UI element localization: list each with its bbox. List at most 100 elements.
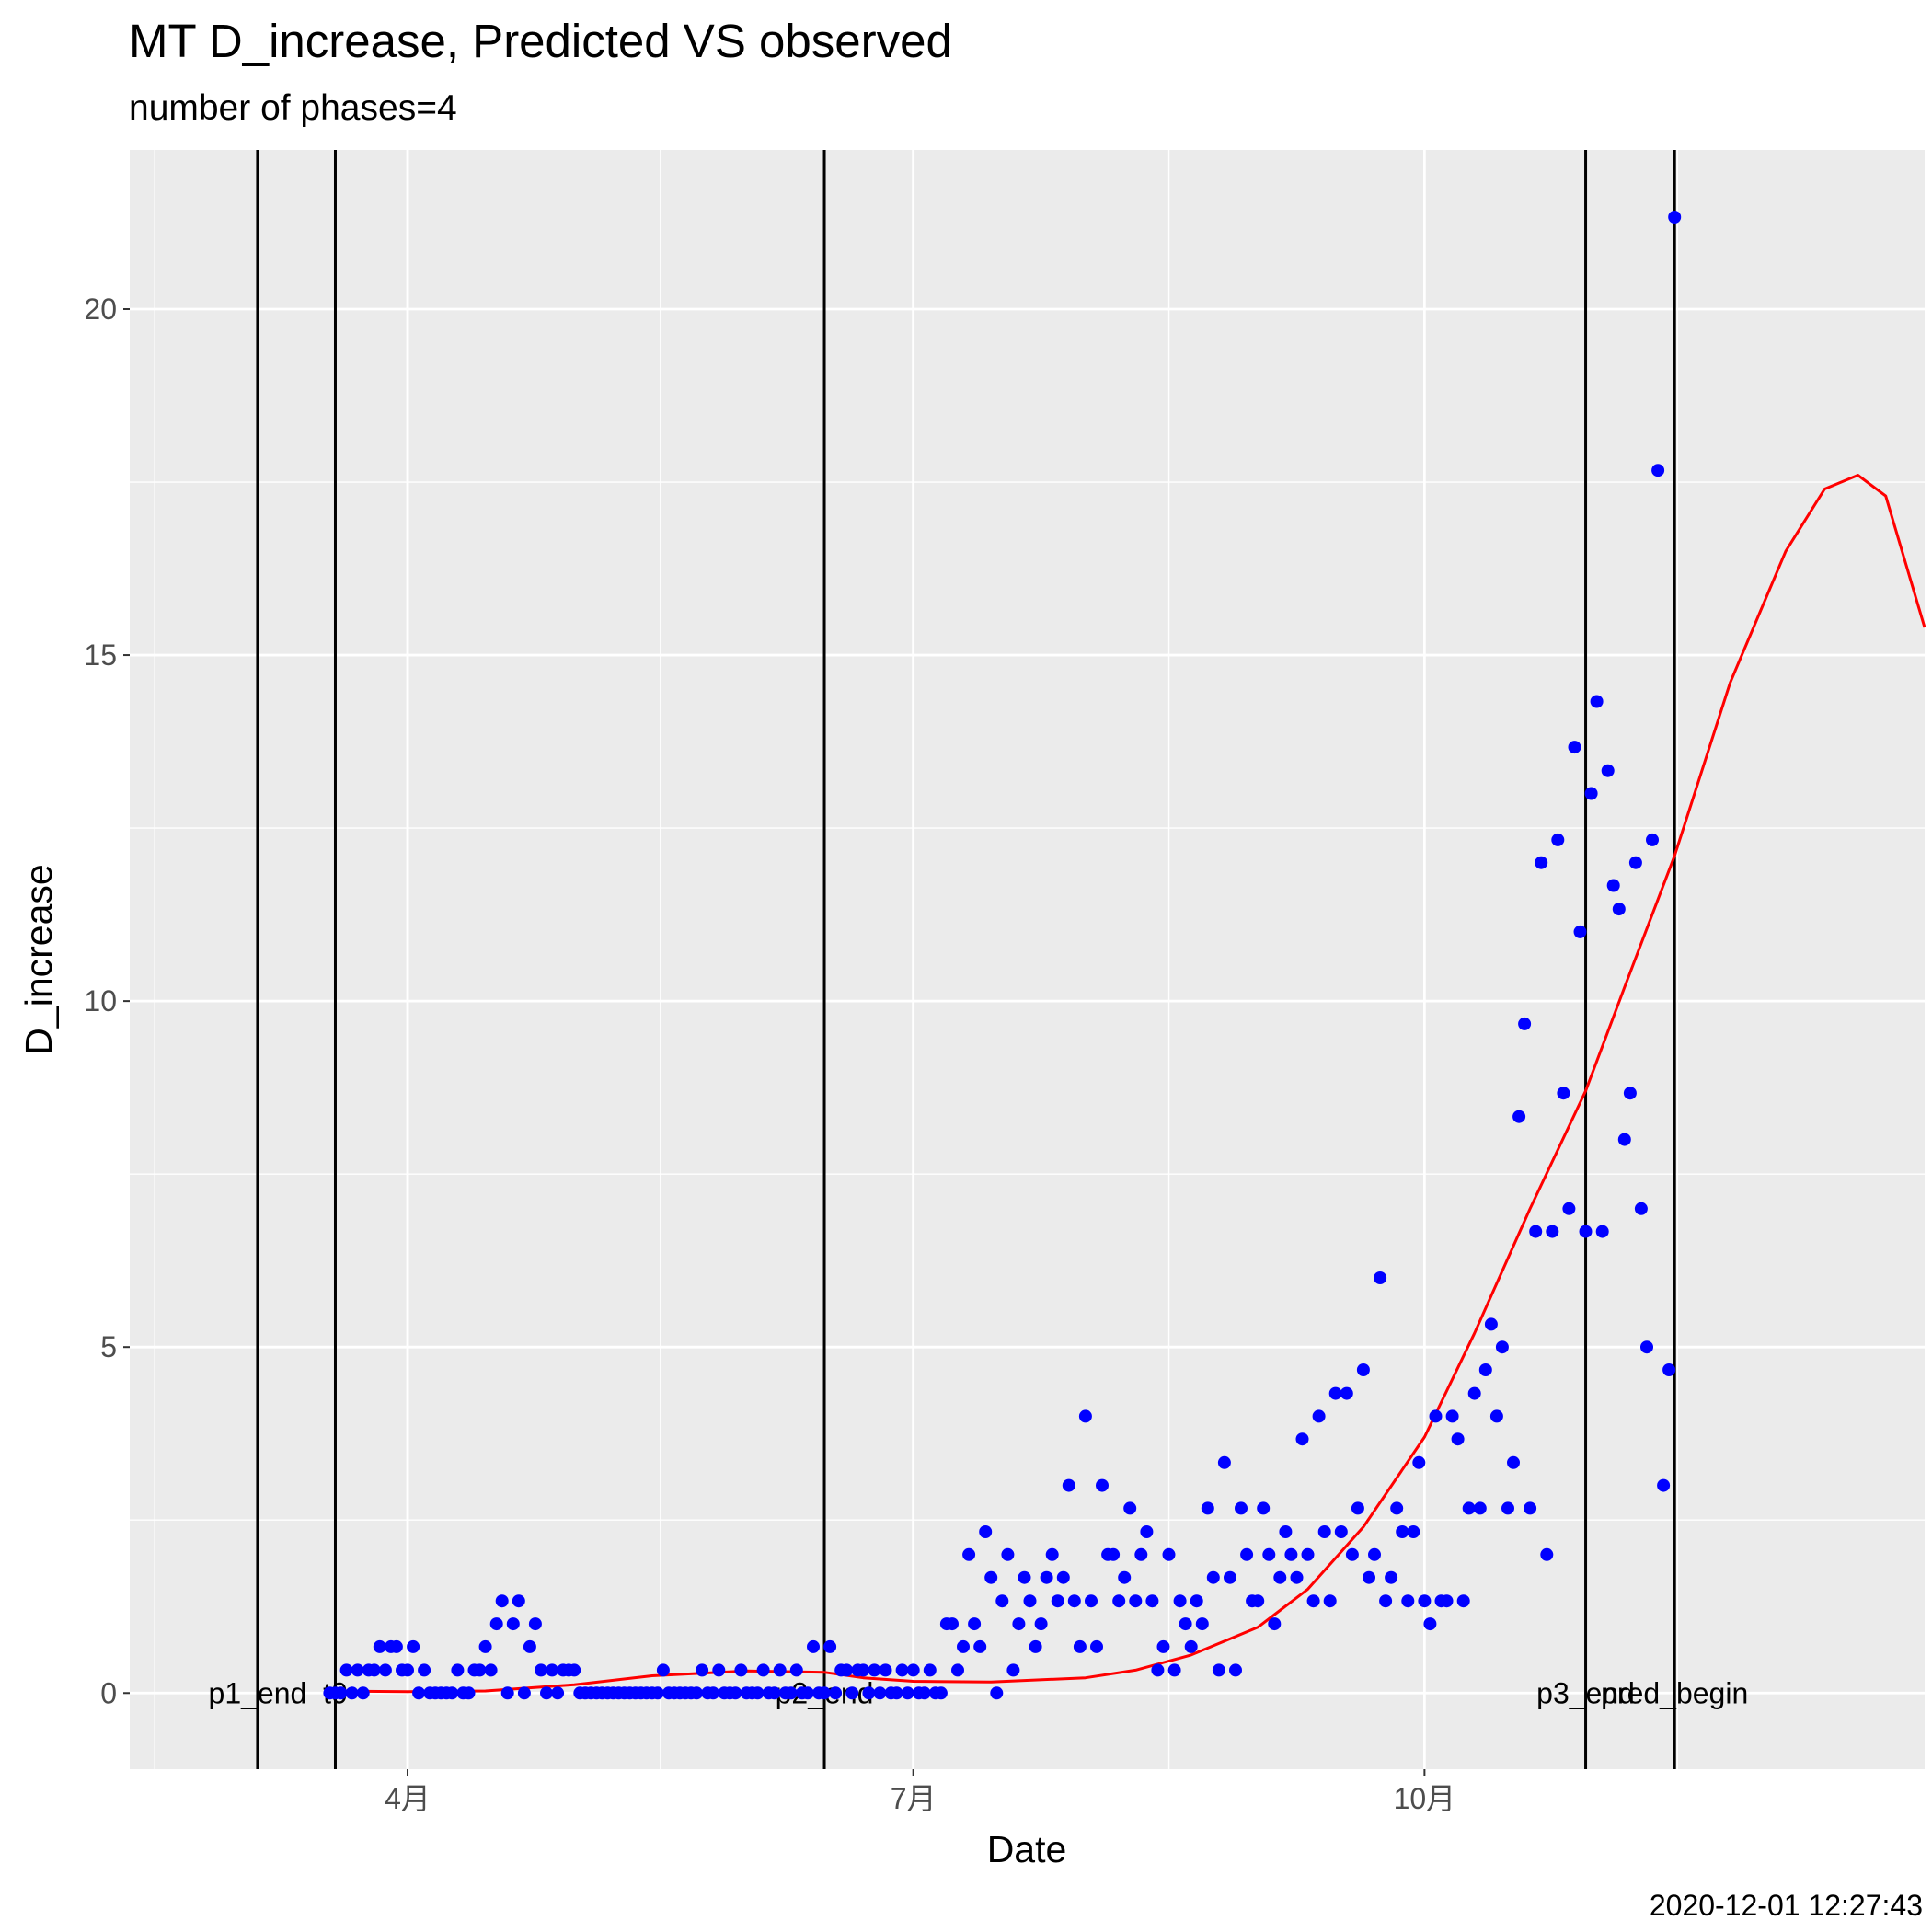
observed-point	[389, 1639, 403, 1653]
observed-point	[1162, 1547, 1176, 1561]
observed-point	[906, 1663, 920, 1677]
observed-point	[551, 1686, 565, 1700]
observed-point	[1546, 1225, 1559, 1238]
observed-point	[418, 1663, 431, 1677]
observed-point	[1518, 1017, 1532, 1030]
observed-point	[1401, 1594, 1415, 1608]
observed-point	[500, 1686, 514, 1700]
observed-point	[1145, 1594, 1159, 1608]
observed-point	[1456, 1594, 1470, 1608]
observed-point	[1257, 1501, 1271, 1515]
observed-point	[1484, 1317, 1498, 1331]
observed-point	[345, 1686, 359, 1700]
observed-point	[807, 1639, 820, 1653]
x-tick-label: 10月	[1394, 1782, 1456, 1815]
observed-point	[650, 1686, 664, 1700]
observed-point	[568, 1663, 581, 1677]
observed-point	[1535, 856, 1548, 869]
observed-point	[1407, 1525, 1420, 1538]
observed-point	[1179, 1617, 1192, 1631]
observed-point	[1478, 1363, 1492, 1376]
observed-point	[1440, 1594, 1454, 1608]
observed-point	[1507, 1455, 1520, 1469]
observed-point	[1312, 1409, 1326, 1423]
observed-point	[923, 1663, 937, 1677]
observed-point	[1595, 1225, 1609, 1238]
observed-point	[784, 1686, 798, 1700]
chart-title: MT D_increase, Predicted VS observed	[129, 15, 952, 67]
phase-line-label: p3_end	[1536, 1676, 1635, 1709]
observed-point	[1606, 879, 1620, 892]
observed-point	[873, 1686, 887, 1700]
observed-point	[540, 1686, 553, 1700]
observed-point	[484, 1663, 498, 1677]
observed-point	[1462, 1501, 1476, 1515]
observed-point	[1156, 1639, 1170, 1653]
observed-point	[1495, 1340, 1509, 1354]
observed-point	[512, 1594, 525, 1608]
observed-point	[1334, 1525, 1348, 1538]
observed-point	[1190, 1594, 1203, 1608]
observed-point	[1418, 1594, 1432, 1608]
y-axis-ticks: 0 5 10 15 20	[84, 293, 130, 1709]
observed-point	[1262, 1547, 1276, 1561]
observed-point	[1118, 1570, 1132, 1584]
observed-point	[1328, 1386, 1342, 1400]
observed-point	[773, 1663, 787, 1677]
observed-point	[1295, 1432, 1309, 1446]
observed-point	[1051, 1594, 1064, 1608]
observed-point	[1557, 1087, 1570, 1100]
observed-point	[445, 1686, 459, 1700]
observed-point	[1412, 1455, 1426, 1469]
observed-point	[845, 1686, 859, 1700]
observed-point	[968, 1617, 982, 1631]
observed-point	[707, 1686, 720, 1700]
timestamp-caption: 2020-12-01 12:27:43	[1650, 1889, 1923, 1922]
y-tick-label: 5	[100, 1330, 117, 1363]
observed-point	[339, 1663, 353, 1677]
observed-point	[1012, 1617, 1026, 1631]
x-axis-ticks: 4月 7月 10月	[385, 1769, 1455, 1815]
observed-point	[1301, 1547, 1315, 1561]
observed-point	[879, 1663, 892, 1677]
major-gridlines	[130, 150, 1925, 1769]
observed-point	[901, 1686, 914, 1700]
observed-point	[1001, 1547, 1015, 1561]
observed-point	[528, 1617, 542, 1631]
observed-point	[1229, 1663, 1242, 1677]
observed-point	[1657, 1478, 1671, 1492]
observed-point	[1529, 1225, 1543, 1238]
observed-point	[1096, 1478, 1109, 1492]
observed-point	[995, 1594, 1009, 1608]
observed-point	[917, 1686, 931, 1700]
x-axis-title: Date	[987, 1828, 1067, 1870]
observed-point	[1173, 1594, 1187, 1608]
observed-point	[546, 1663, 559, 1677]
observed-series	[323, 211, 1682, 1700]
observed-point	[984, 1570, 998, 1584]
observed-point	[1612, 903, 1626, 916]
minor-gridlines	[130, 150, 1925, 1769]
x-tick-label: 4月	[385, 1782, 431, 1815]
observed-point	[1423, 1617, 1437, 1631]
observed-point	[1368, 1547, 1381, 1561]
observed-point	[1123, 1501, 1137, 1515]
observed-point	[1006, 1663, 1020, 1677]
observed-point	[1628, 856, 1642, 869]
x-tick-label: 7月	[891, 1782, 937, 1815]
observed-point	[451, 1663, 465, 1677]
observed-point	[857, 1663, 870, 1677]
observed-point	[895, 1663, 909, 1677]
y-axis-title: D_increase	[17, 864, 60, 1054]
observed-point	[1056, 1570, 1070, 1584]
observed-point	[789, 1663, 803, 1677]
observed-point	[1351, 1501, 1364, 1515]
phase-line-label: p1_end	[209, 1676, 307, 1709]
observed-point	[751, 1686, 765, 1700]
observed-point	[1112, 1594, 1126, 1608]
observed-point	[1018, 1570, 1031, 1584]
observed-point	[1167, 1663, 1181, 1677]
observed-point	[690, 1686, 704, 1700]
observed-point	[1473, 1501, 1487, 1515]
